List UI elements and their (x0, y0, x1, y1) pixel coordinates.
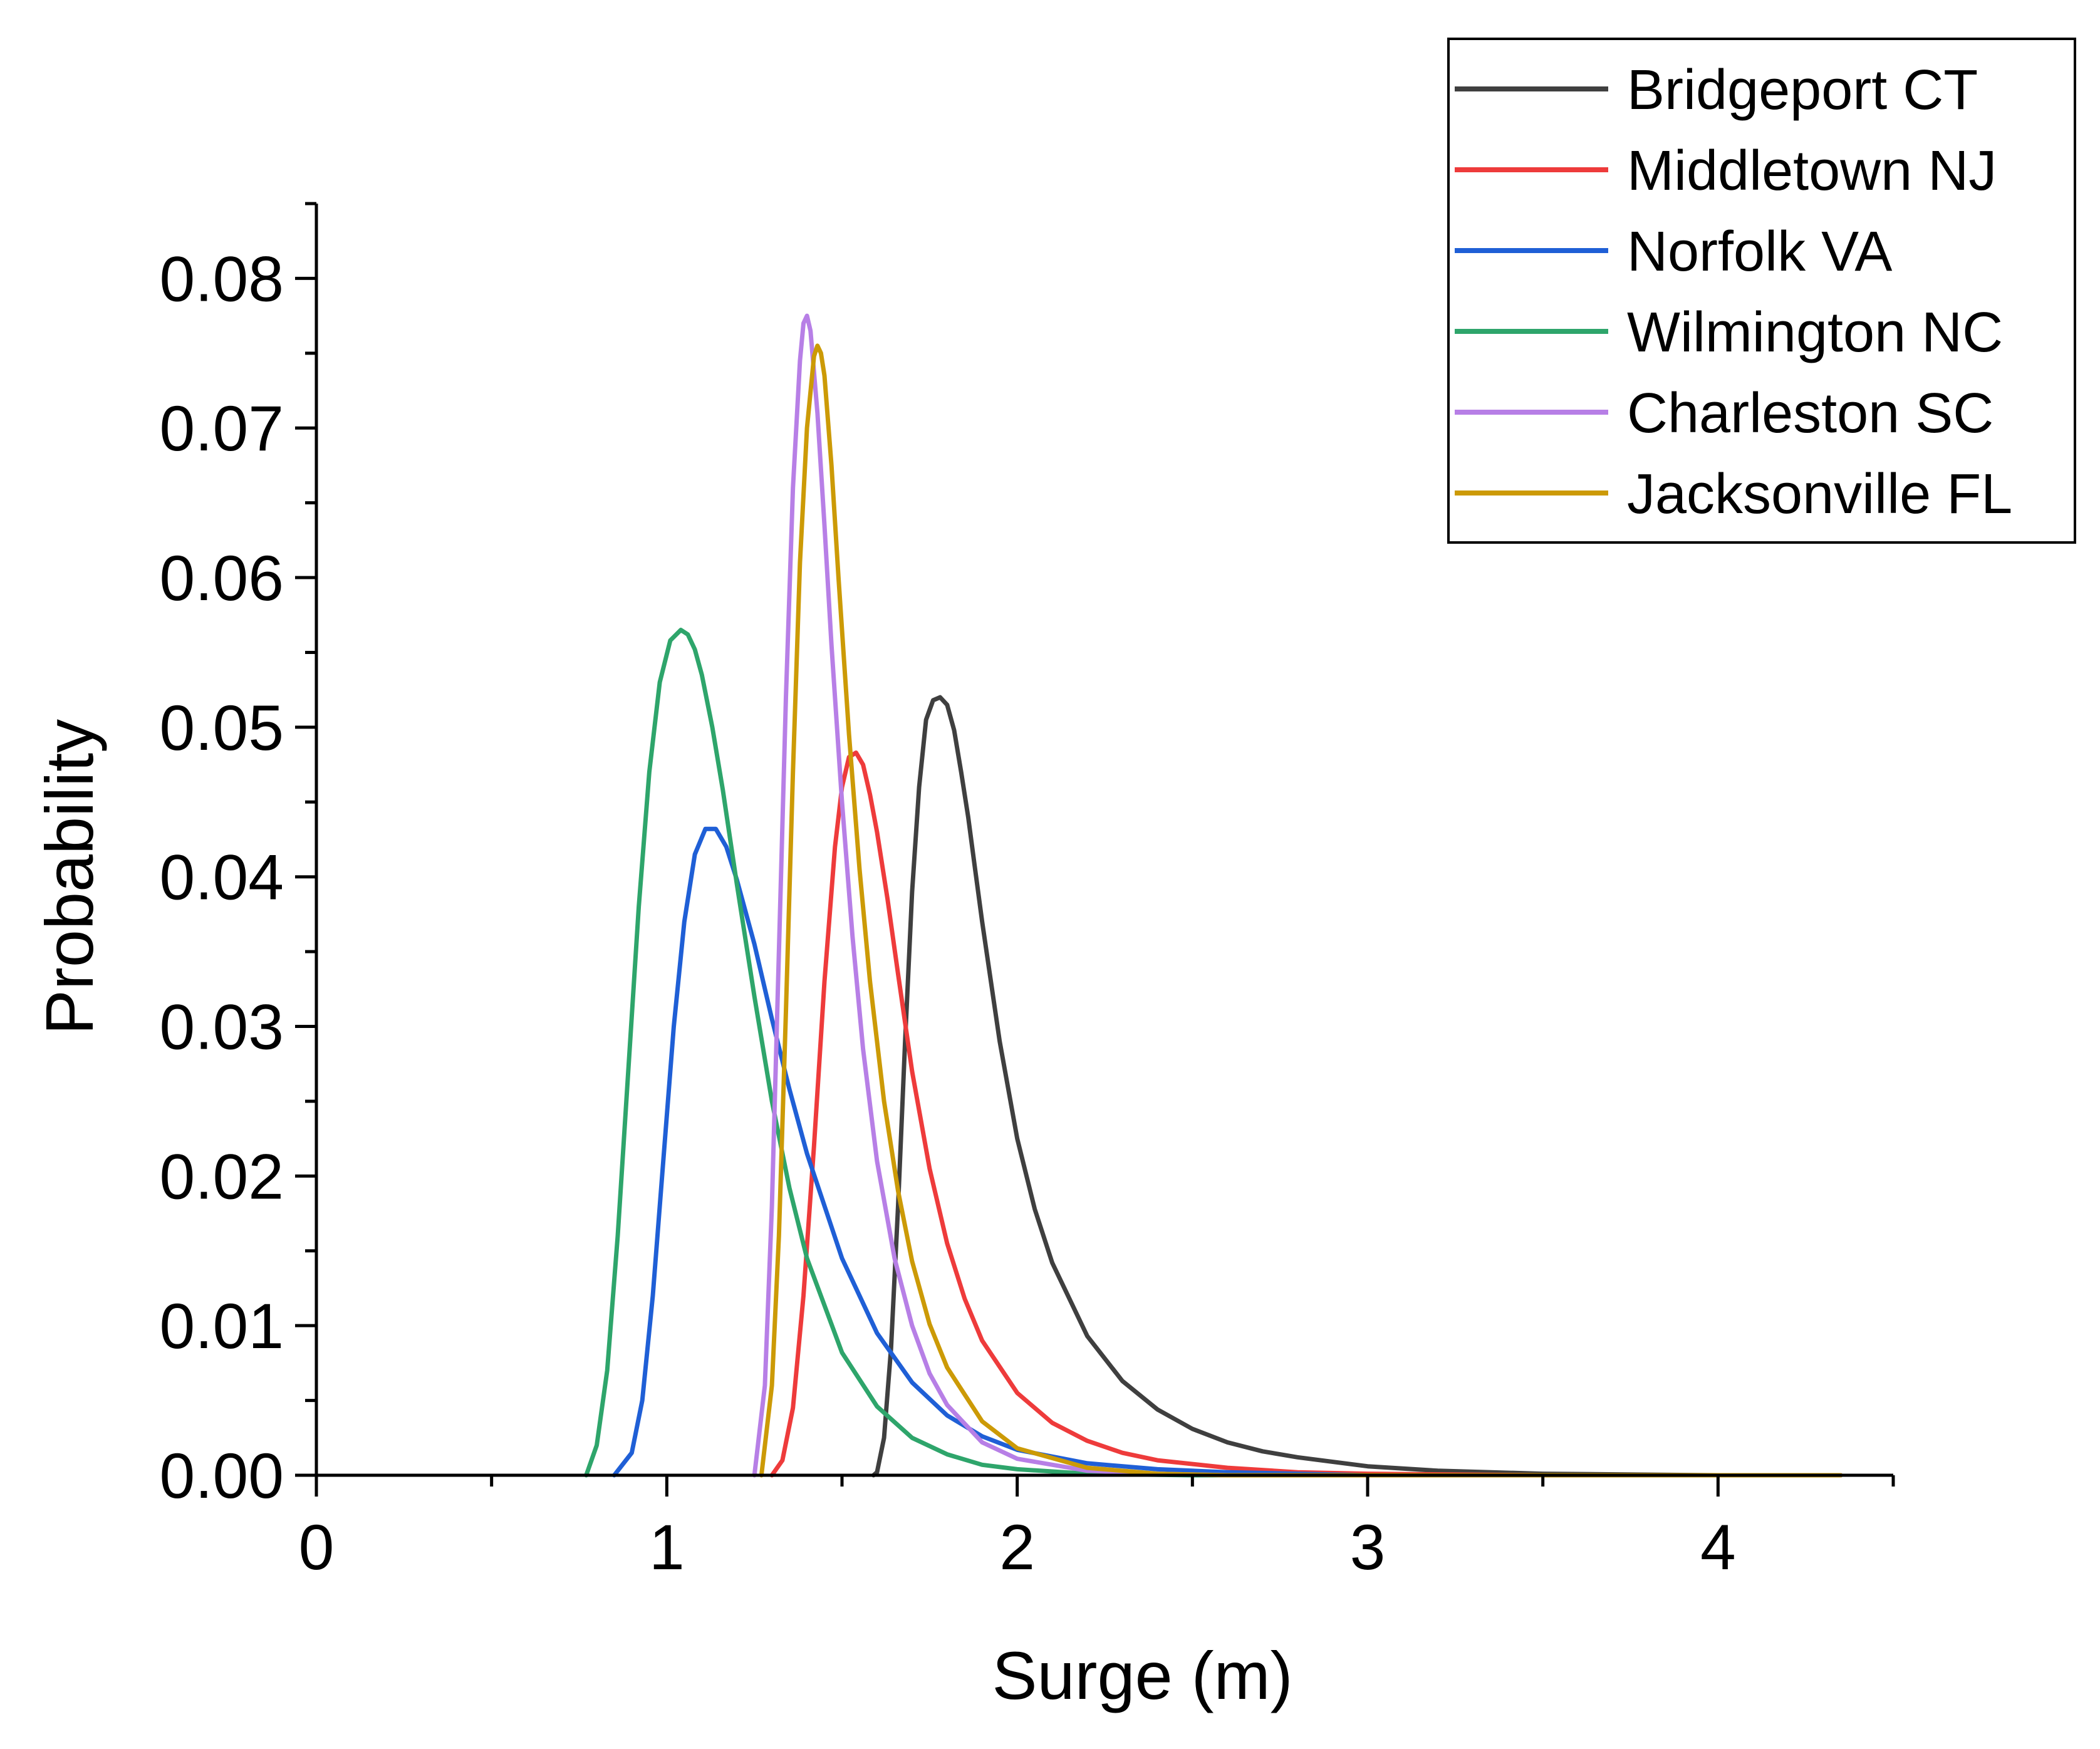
y-tick-label: 0.06 (159, 542, 284, 614)
y-tick-label: 0.03 (159, 992, 284, 1063)
y-tick-label: 0.02 (159, 1141, 284, 1212)
series-line-bridgeport-ct (871, 695, 1791, 1478)
legend-label: Norfolk VA (1627, 221, 1892, 283)
legend-label: Bridgeport CT (1627, 59, 1978, 122)
x-axis-title: Surge (m) (992, 1637, 1292, 1713)
series-line-middletown-nj (769, 750, 1843, 1478)
y-axis-title: Probability (31, 719, 107, 1035)
legend-box (1447, 38, 2076, 544)
series-line-wilmington-nc (584, 628, 1843, 1478)
x-tick-label: 3 (1350, 1512, 1386, 1583)
y-tick-label: 0.04 (159, 842, 284, 913)
x-ticks: 0 1 2 3 4 (299, 1475, 1895, 1583)
y-tick-label: 0.05 (159, 692, 284, 764)
x-tick-label: 1 (649, 1512, 685, 1583)
y-tick-label: 0.00 (159, 1440, 284, 1512)
y-tick-label: 0.01 (159, 1290, 284, 1362)
y-tick-label: 0.08 (159, 243, 284, 314)
x-tick-label: 2 (999, 1512, 1035, 1583)
series-layer (584, 313, 1843, 1478)
series-line-norfolk-va (611, 826, 1843, 1478)
x-tick-label: 0 (299, 1512, 335, 1583)
legend: Bridgeport CT Middletown NJ Norfolk VA Wilm… (1447, 38, 2076, 544)
legend-label: Charleston SC (1627, 382, 1993, 445)
legend-label: Middletown NJ (1627, 140, 1997, 202)
y-tick-label: 0.07 (159, 393, 284, 464)
x-tick-label: 4 (1700, 1512, 1736, 1583)
legend-label: Wilmington NC (1627, 301, 2003, 364)
legend-label: Jacksonville FL (1627, 463, 2012, 526)
y-ticks: 0.00 0.01 0.02 0.03 0.04 0.05 0.06 0.07 0.08 (159, 202, 316, 1512)
